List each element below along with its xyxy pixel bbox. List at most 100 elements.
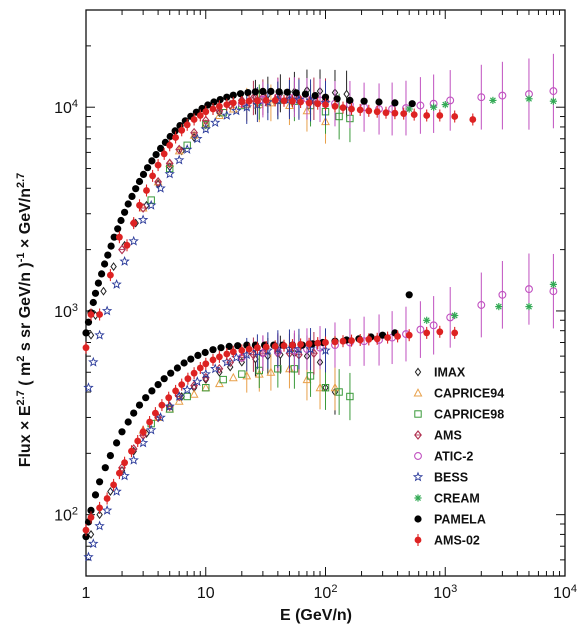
data-point: [142, 394, 150, 402]
x-tick-label: 103: [433, 583, 457, 602]
data-point: [289, 339, 296, 352]
legend-label: CAPRICE98: [434, 408, 504, 422]
marker-shape: [171, 127, 179, 135]
data-point: [157, 144, 165, 152]
marker-shape: [101, 464, 109, 472]
data-point: [96, 308, 103, 321]
marker-shape: [187, 355, 195, 363]
data-point: [82, 329, 90, 337]
marker-shape: [124, 200, 132, 208]
data-point: [216, 350, 223, 363]
data-point: [241, 349, 252, 360]
data-point: [321, 384, 330, 392]
data-point: [196, 362, 204, 374]
data-point: [201, 348, 209, 357]
data-point: [335, 112, 343, 121]
y-tick-label-base: 10: [54, 508, 72, 525]
data-point: [234, 342, 242, 350]
y-tick-label-base: 10: [54, 100, 72, 117]
data-point: [525, 303, 533, 311]
marker-shape: [91, 289, 100, 297]
x-tick-label-base: 10: [314, 585, 332, 602]
data-point: [229, 345, 237, 358]
marker-shape: [91, 491, 100, 499]
marker-shape: [335, 112, 343, 121]
marker-shape: [165, 158, 174, 169]
data-point: [116, 231, 123, 244]
data-point: [254, 341, 261, 354]
data-point: [221, 110, 232, 120]
data-point: [244, 89, 252, 97]
data-point: [315, 382, 325, 392]
marker-shape: [164, 168, 175, 179]
data-point: [322, 336, 329, 349]
data-point: [262, 341, 270, 353]
data-point: [305, 337, 313, 350]
legend-marker: [414, 494, 422, 502]
x-tick-label-base: 10: [553, 585, 571, 602]
marker-shape: [132, 185, 140, 193]
data-point: [106, 452, 114, 460]
x-tick-label-base: 10: [197, 585, 215, 602]
data-point: [200, 368, 211, 379]
marker-shape: [430, 104, 437, 111]
marker-shape: [216, 96, 224, 104]
legend-label: IMAX: [434, 366, 466, 380]
marker-shape: [321, 93, 330, 101]
data-point: [549, 87, 558, 96]
marker-shape: [146, 424, 157, 435]
data-point: [124, 418, 132, 426]
data-point: [241, 101, 252, 112]
data-point: [104, 251, 112, 259]
marker-shape: [174, 154, 185, 165]
marker-shape: [234, 342, 242, 350]
data-point: [477, 93, 486, 102]
marker-shape: [94, 520, 105, 531]
data-point: [116, 467, 123, 480]
marker-shape: [113, 439, 121, 447]
marker-shape: [183, 392, 191, 401]
marker-shape: [152, 151, 160, 159]
data-point: [114, 225, 122, 233]
data-point: [245, 95, 253, 108]
marker-shape: [135, 177, 144, 186]
marker-shape: [229, 91, 237, 99]
data-point: [498, 290, 507, 299]
marker-shape: [415, 495, 421, 501]
data-point: [190, 367, 198, 380]
marker-shape: [154, 381, 162, 389]
data-point: [477, 301, 486, 309]
marker-shape: [525, 285, 533, 294]
data-point: [292, 89, 300, 97]
data-point: [172, 384, 179, 397]
marker-shape: [182, 384, 193, 395]
data-point: [202, 384, 210, 392]
data-point: [100, 286, 107, 296]
data-point: [187, 355, 195, 363]
marker-shape: [94, 329, 105, 340]
data-point: [297, 96, 304, 108]
marker-shape: [83, 551, 94, 562]
marker-shape: [495, 303, 502, 310]
marker-shape: [526, 303, 532, 310]
data-point: [283, 88, 291, 96]
data-point: [146, 424, 157, 435]
marker-shape: [442, 101, 449, 108]
marker-shape: [414, 367, 422, 377]
marker-shape: [165, 405, 174, 413]
data-point: [91, 491, 100, 499]
data-point: [416, 101, 425, 110]
data-point: [111, 278, 122, 289]
data-point: [110, 478, 117, 491]
data-point: [101, 504, 113, 515]
marker-shape: [100, 286, 107, 296]
marker-shape: [164, 400, 175, 411]
marker-shape: [128, 235, 139, 246]
marker-shape: [119, 255, 130, 266]
marker-shape: [267, 87, 275, 95]
marker-shape: [405, 291, 413, 299]
y-tick-label: 102: [54, 506, 78, 525]
data-point: [139, 170, 148, 178]
data-point: [137, 214, 149, 225]
data-point: [375, 98, 383, 106]
